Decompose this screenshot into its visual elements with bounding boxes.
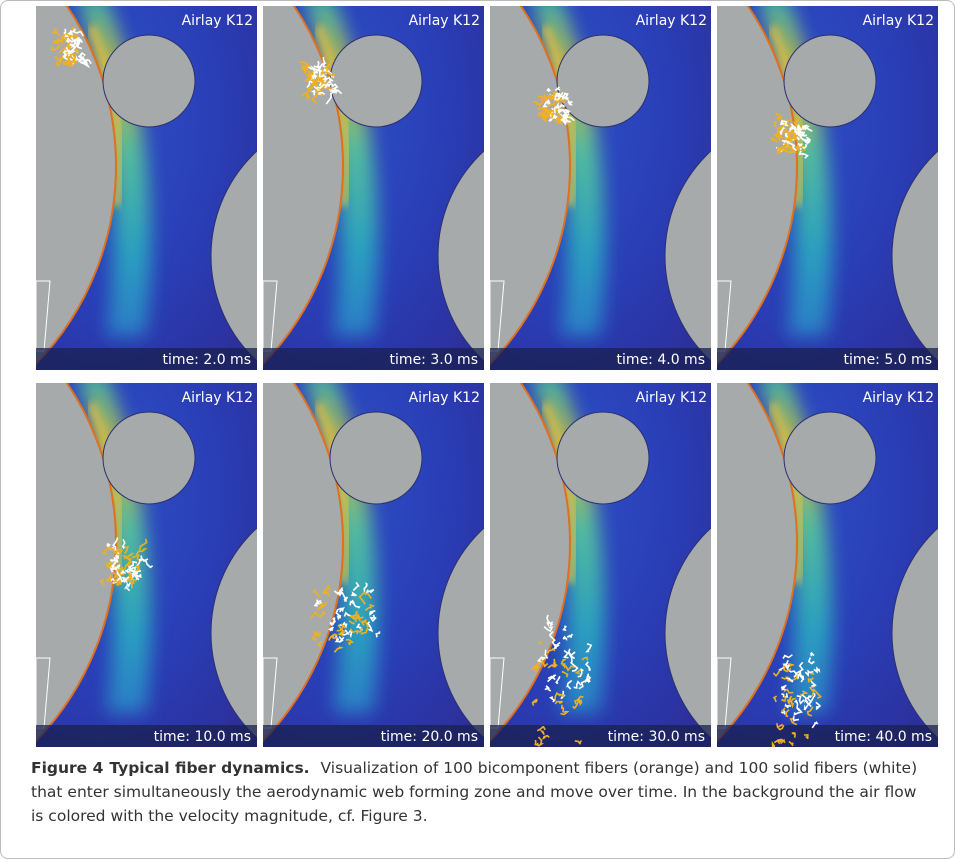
fiber-bicomponent [128, 565, 130, 566]
fiber-solid [786, 133, 788, 137]
roller-top [784, 35, 876, 127]
panel-time: time: 40.0 ms [835, 729, 932, 745]
fiber-solid [324, 57, 325, 66]
panel-label: Airlay K12 [409, 13, 480, 29]
fiber-bicomponent [317, 78, 318, 83]
panel-time: time: 2.0 ms [163, 352, 251, 368]
panel-label: Airlay K12 [636, 13, 707, 29]
roller-top [557, 412, 649, 504]
panel-time: time: 4.0 ms [617, 352, 705, 368]
panel-label: Airlay K12 [182, 390, 253, 406]
fiber-bicomponent [579, 700, 582, 705]
panel-label: Airlay K12 [863, 13, 934, 29]
panel-time: time: 30.0 ms [608, 729, 705, 745]
panel-label: Airlay K12 [409, 390, 480, 406]
fiber-bicomponent [793, 748, 799, 751]
panel-label: Airlay K12 [636, 390, 707, 406]
roller-top [330, 412, 422, 504]
fiber-bicomponent [773, 744, 775, 750]
panel-time: time: 10.0 ms [154, 729, 251, 745]
panel-label: Airlay K12 [863, 390, 934, 406]
roller-top [103, 412, 195, 504]
fiber-bicomponent [110, 575, 111, 582]
caption-title: Typical fiber dynamics. [109, 759, 309, 777]
panel-time: time: 3.0 ms [390, 352, 478, 368]
panel-label: Airlay K12 [182, 13, 253, 29]
panel-time: time: 20.0 ms [381, 729, 478, 745]
caption-label: Figure 4 [31, 759, 103, 777]
roller-top [557, 35, 649, 127]
figure: Airlay K12 time: 2.0 ms Airlay K12 time: 3.… [0, 0, 955, 859]
roller-top [103, 35, 195, 127]
roller-top [330, 35, 422, 127]
panel-time: time: 5.0 ms [844, 352, 932, 368]
roller-top [784, 412, 876, 504]
fiber-bicomponent [302, 66, 305, 70]
figure-panels: Airlay K12 time: 2.0 ms Airlay K12 time: 3.… [1, 1, 954, 751]
